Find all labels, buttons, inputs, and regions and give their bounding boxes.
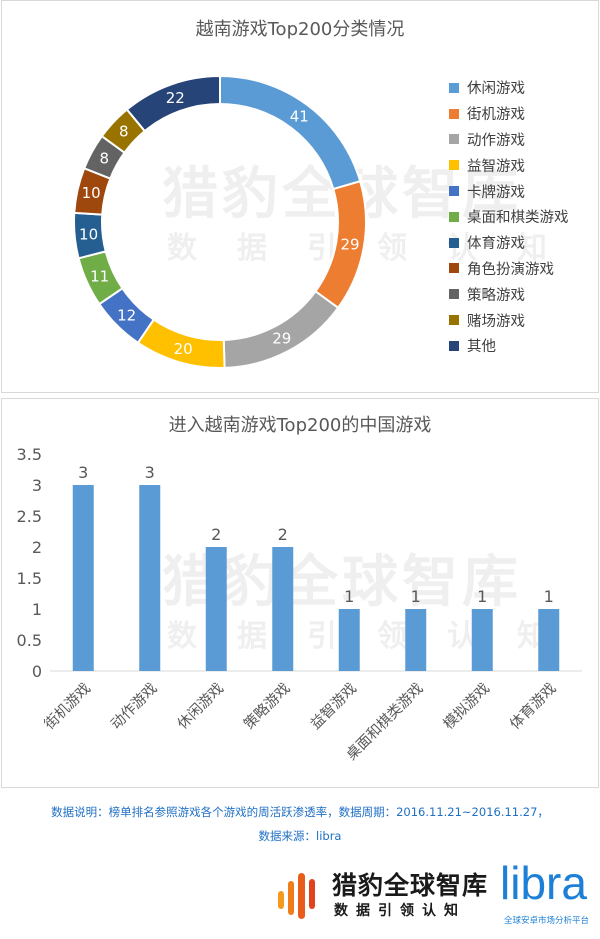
legend-item: 休闲游戏 xyxy=(449,75,569,101)
x-tick-label-0: 街机游戏 xyxy=(41,680,94,733)
y-tick-label-2: 1 xyxy=(32,600,42,619)
legend-label: 桌面和棋类游戏 xyxy=(467,210,569,227)
y-tick-label-7: 3.5 xyxy=(17,445,42,464)
bar-chart: 0 0.5 1 1.5 2 2.5 3 3.5 3 街机游戏 3 动作游戏 2 休闲游戏 2 策略游戏 1 益智游… xyxy=(17,445,582,764)
legend-label: 赌场游戏 xyxy=(467,313,525,330)
bar-chart-title: 进入越南游戏Top200的中国游戏 xyxy=(168,415,432,436)
y-tick-label-6: 3 xyxy=(32,476,42,495)
x-tick-label-4: 益智游戏 xyxy=(307,680,360,733)
bar-3 xyxy=(272,547,294,671)
donut-slice-label-9: 8 xyxy=(119,123,129,141)
legend-swatch xyxy=(449,263,459,274)
brand-logo-icon xyxy=(278,873,315,919)
donut-slice-10 xyxy=(125,74,221,133)
legend-item: 动作游戏 xyxy=(449,127,569,153)
bar-1 xyxy=(139,485,161,671)
legend-swatch xyxy=(449,340,459,351)
legend-swatch xyxy=(449,315,459,326)
y-tick-label-1: 0.5 xyxy=(17,631,42,650)
donut-slice-label-10: 22 xyxy=(166,89,185,107)
legend-label: 益智游戏 xyxy=(467,158,525,175)
bar-value-label-4: 1 xyxy=(344,587,354,606)
donut-slice-label-5: 11 xyxy=(90,267,109,285)
legend-label: 休闲游戏 xyxy=(467,81,525,98)
bar-7 xyxy=(538,609,560,671)
bar-value-label-1: 3 xyxy=(145,463,155,482)
legend-item: 益智游戏 xyxy=(449,152,569,178)
y-tick-label-3: 1.5 xyxy=(17,569,42,588)
y-tick-label-5: 2.5 xyxy=(17,507,42,526)
bar-chart-panel: 进入越南游戏Top200的中国游戏 猎豹全球智库 数据引领认知 0 0.5 1 1.5… xyxy=(1,398,599,788)
legend-swatch xyxy=(449,211,459,222)
donut-slice-label-1: 29 xyxy=(340,236,359,254)
bar-2 xyxy=(205,547,227,671)
donut-chart: 41 29 29 20 12 11 10 10 88 22 xyxy=(73,74,367,369)
legend-swatch xyxy=(449,289,459,300)
donut-slice-label-3: 20 xyxy=(174,340,193,358)
donut-chart-panel: 越南游戏Top200分类情况 猎豹全球智库 数据引领认知 41292920121… xyxy=(1,0,599,393)
bar-4 xyxy=(338,609,360,671)
libra-tagline: 全球安卓市场分析平台 xyxy=(504,916,590,926)
legend-item: 卡牌游戏 xyxy=(449,178,569,204)
legend-swatch xyxy=(449,134,459,145)
donut-slice-label-0: 41 xyxy=(290,107,309,125)
legend-item: 桌面和棋类游戏 xyxy=(449,204,569,230)
donut-slice-label-8: 8 xyxy=(100,149,110,167)
legend-label: 卡牌游戏 xyxy=(467,184,525,201)
data-note-line1: 数据说明：榜单排名参照游戏各个游戏的周活跃渗透率，数据周期：2016.11.21… xyxy=(51,805,549,819)
donut-slice-label-7: 10 xyxy=(82,184,101,202)
y-tick-label-0: 0 xyxy=(32,662,42,681)
legend-item: 策略游戏 xyxy=(449,281,569,307)
donut-legend: 休闲游戏街机游戏动作游戏益智游戏卡牌游戏桌面和棋类游戏 体育游戏角色扮演游戏 策略游… xyxy=(449,75,569,359)
x-tick-label-6: 模拟游戏 xyxy=(440,680,493,733)
legend-label: 动作游戏 xyxy=(467,132,525,149)
legend-label: 其他 xyxy=(467,339,496,356)
legend-label: 街机游戏 xyxy=(467,107,525,124)
legend-label: 策略游戏 xyxy=(467,287,525,304)
donut-slice-0 xyxy=(219,74,362,191)
legend-label: 角色扮演游戏 xyxy=(467,261,554,278)
x-tick-label-2: 休闲游戏 xyxy=(174,680,227,733)
legend-item: 赌场游戏 xyxy=(449,307,569,333)
x-tick-label-1: 动作游戏 xyxy=(108,680,161,733)
legend-item: 街机游戏 xyxy=(449,101,569,127)
x-tick-label-3: 策略游戏 xyxy=(241,680,294,733)
legend-swatch xyxy=(449,108,459,119)
bar-value-label-3: 2 xyxy=(278,525,288,544)
bar-value-label-6: 1 xyxy=(477,587,487,606)
legend-item: 角色扮演游戏 xyxy=(449,256,569,282)
legend-item: 其他 xyxy=(449,333,569,359)
bar-value-label-2: 2 xyxy=(211,525,221,544)
brand-slogan: 数据引领认知 xyxy=(334,903,466,919)
donut-slice-label-4: 12 xyxy=(117,306,136,324)
bar-value-label-7: 1 xyxy=(544,587,554,606)
y-tick-label-4: 2 xyxy=(32,538,42,557)
legend-swatch xyxy=(449,237,459,248)
bar-6 xyxy=(471,609,493,671)
brand-name: 猎豹全球智库 xyxy=(332,871,489,900)
legend-swatch xyxy=(449,160,459,171)
legend-item: 体育游戏 xyxy=(449,230,569,256)
bar-value-label-5: 1 xyxy=(411,587,421,606)
bar-5 xyxy=(405,609,427,671)
bar-0 xyxy=(72,485,94,671)
legend-label: 体育游戏 xyxy=(467,236,525,253)
donut-slice-label-6: 10 xyxy=(79,225,98,243)
libra-logo: libra xyxy=(500,857,587,909)
donut-chart-title: 越南游戏Top200分类情况 xyxy=(195,19,405,40)
bar-value-label-0: 3 xyxy=(78,463,88,482)
data-note: 数据说明：榜单排名参照游戏各个游戏的周活跃渗透率，数据周期：2016.11.21… xyxy=(0,800,600,848)
donut-slice-label-2: 29 xyxy=(272,330,291,348)
x-tick-label-7: 体育游戏 xyxy=(507,680,560,733)
legend-swatch xyxy=(449,186,459,197)
legend-swatch xyxy=(449,82,459,93)
data-note-line2: 数据来源：libra xyxy=(258,829,342,843)
